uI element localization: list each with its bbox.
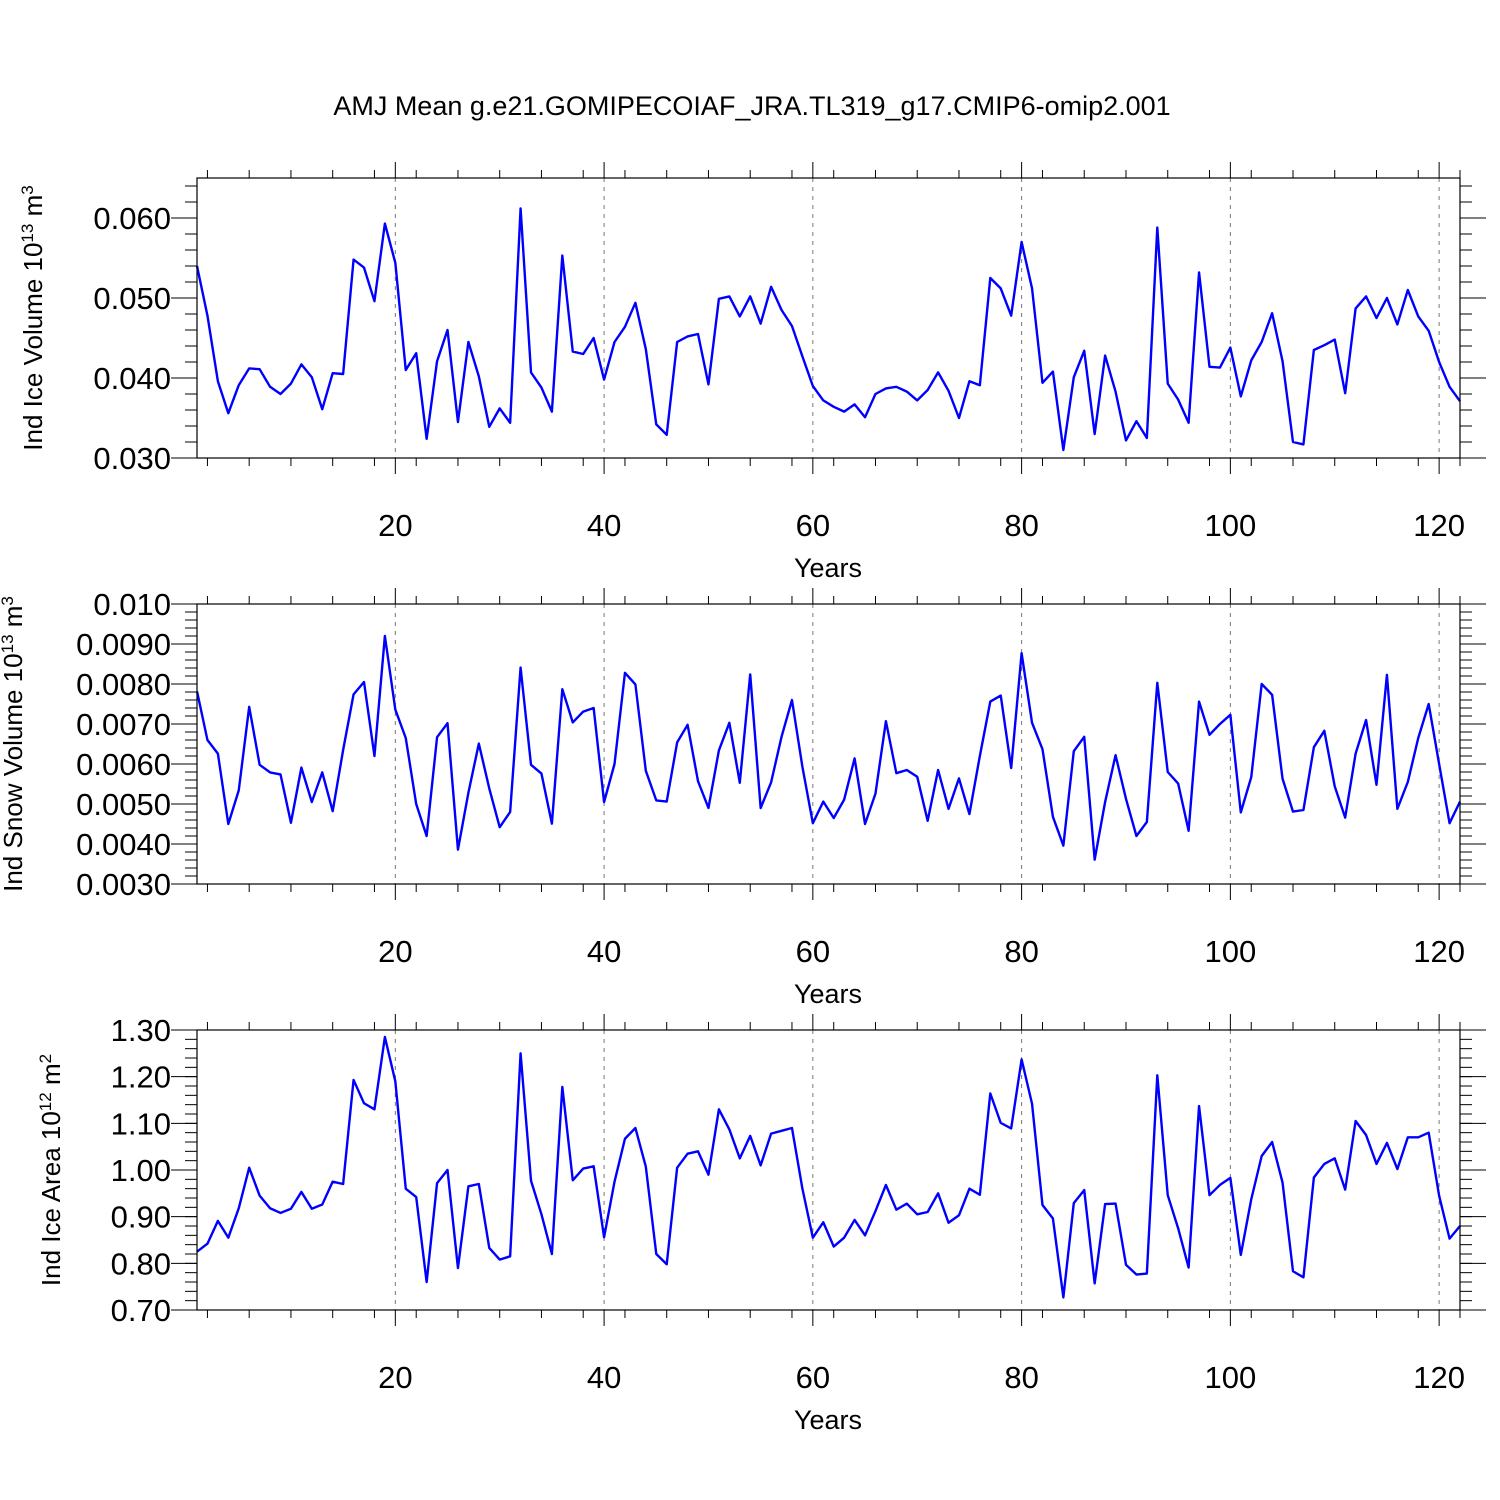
snow-volume-ylabel: Ind Snow Volume 1013 m3 (0, 596, 28, 892)
ice-volume-plot-frame (196, 177, 1461, 459)
ice-area-ylabel: Ind Ice Area 1012 m2 (36, 1054, 67, 1286)
ice-volume-ylabel: Ind Ice Volume 1013 m3 (18, 185, 49, 450)
snow-volume-xtick-label: 20 (378, 934, 412, 969)
ice-area-series-line (196, 1035, 1461, 1299)
snow-volume-xtick-label: 80 (1004, 934, 1038, 969)
ice-area-xtick-label: 60 (796, 1360, 830, 1395)
ice-area-panel: Ind Ice Area 1012 m2 Years 20 40 60 80 100 12… (36, 1013, 1486, 1435)
ice-area-ytick-label: 1.10 (111, 1106, 171, 1141)
ice-volume-ytick-label: 0.060 (93, 201, 171, 236)
ice-area-ytick-label: 0.70 (111, 1293, 171, 1328)
ice-area-xtick-label: 100 (1204, 1360, 1256, 1395)
snow-volume-xtick-label: 60 (796, 934, 830, 969)
snow-volume-panel: Ind Snow Volume 1013 m3 Years 20 40 60 80 10… (0, 587, 1486, 1009)
snow-volume-ytick-label: 0.0030 (76, 867, 171, 902)
ice-volume-series-line (195, 207, 1461, 452)
snow-volume-ytick-label: 0.0040 (76, 827, 171, 862)
ice-volume-xtick-label: 120 (1413, 508, 1465, 543)
snow-volume-xtick-label: 40 (587, 934, 621, 969)
ice-volume-panel: Ind Ice Volume 1013 m3 Years 20 40 60 80 100… (18, 162, 1486, 583)
snow-volume-ytick-label: 0.0090 (76, 627, 171, 662)
snow-volume-ytick-label: 0.0070 (76, 707, 171, 742)
ice-area-xtick-label: 120 (1413, 1360, 1465, 1395)
ice-area-plot-frame (196, 1029, 1461, 1311)
snow-volume-xtick-label: 120 (1413, 934, 1465, 969)
snow-volume-xlabel: Years (794, 979, 862, 1009)
ice-area-xtick-label: 20 (378, 1360, 412, 1395)
ice-volume-ytick-label: 0.050 (93, 281, 171, 316)
ice-volume-xtick-label: 100 (1204, 508, 1256, 543)
ice-volume-ytick-label: 0.030 (93, 441, 171, 476)
ice-volume-xtick-label: 40 (587, 508, 621, 543)
ice-area-xtick-label: 40 (587, 1360, 621, 1395)
snow-volume-ytick-label: 0.0060 (76, 747, 171, 782)
ice-area-ytick-label: 1.30 (111, 1013, 171, 1048)
snow-volume-series-line (195, 634, 1462, 861)
ice-area-xtick-label: 80 (1004, 1360, 1038, 1395)
snow-volume-ytick-label: 0.010 (93, 587, 171, 622)
ice-area-ytick-label: 0.90 (111, 1200, 171, 1235)
ice-volume-xtick-label: 20 (378, 508, 412, 543)
ice-volume-xtick-label: 80 (1004, 508, 1038, 543)
figure-title: AMJ Mean g.e21.GOMIPECOIAF_JRA.TL319_g17… (333, 91, 1170, 121)
ice-volume-xtick-label: 60 (796, 508, 830, 543)
ice-area-ytick-label: 0.80 (111, 1246, 171, 1281)
ice-volume-ytick-label: 0.040 (93, 361, 171, 396)
snow-volume-ytick-label: 0.0080 (76, 667, 171, 702)
snow-volume-plot-frame (196, 603, 1461, 885)
ice-volume-xlabel: Years (794, 553, 862, 583)
snow-volume-xtick-label: 100 (1204, 934, 1256, 969)
ice-area-ytick-label: 1.00 (111, 1153, 171, 1188)
ice-area-ytick-label: 1.20 (111, 1060, 171, 1095)
ice-area-xlabel: Years (794, 1405, 862, 1435)
snow-volume-ytick-label: 0.0050 (76, 787, 171, 822)
